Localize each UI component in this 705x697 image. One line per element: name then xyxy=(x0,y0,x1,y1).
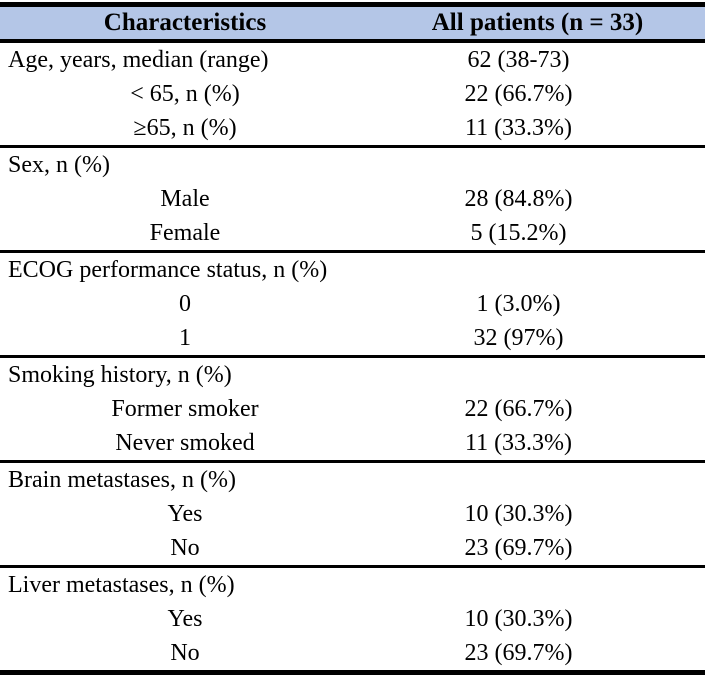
row-value: 1 (3.0%) xyxy=(476,291,561,317)
characteristics-table: Characteristics All patients (n = 33) Ag… xyxy=(0,2,705,675)
table-row: Never smoked 11 (33.3%) xyxy=(0,426,705,460)
row-value: 11 (33.3%) xyxy=(464,430,573,456)
table-section: Smoking history, n (%) Former smoker 22 (6… xyxy=(0,358,705,463)
table-section: Liver metastases, n (%) Yes 10 (30.3%) No 23… xyxy=(0,568,705,670)
row-value: 28 (84.8%) xyxy=(464,186,573,212)
table-section: Brain metastases, n (%) Yes 10 (30.3%) No 23… xyxy=(0,463,705,568)
table-row: Sex, n (%) xyxy=(0,148,705,182)
row-value xyxy=(370,148,705,182)
table-row: 1 32 (97%) xyxy=(0,321,705,355)
row-label: Sex, n (%) xyxy=(8,152,110,178)
row-label: No xyxy=(170,640,200,666)
row-label: Smoking history, n (%) xyxy=(8,362,232,388)
row-value xyxy=(370,463,705,497)
row-label: Yes xyxy=(167,501,203,527)
table-row: ECOG performance status, n (%) xyxy=(0,253,705,287)
table-bottom-border xyxy=(0,670,705,675)
row-value: 5 (15.2%) xyxy=(470,220,567,246)
row-value xyxy=(370,568,705,602)
table-section: Sex, n (%) Male 28 (84.8%) Female 5 (15.2%) xyxy=(0,148,705,253)
row-label: < 65, n (%) xyxy=(130,81,240,107)
table-row: Age, years, median (range) 62 (38-73) xyxy=(0,43,705,77)
row-value: 22 (66.7%) xyxy=(464,81,573,107)
row-value: 10 (30.3%) xyxy=(464,501,573,527)
table-row: ≥65, n (%) 11 (33.3%) xyxy=(0,111,705,145)
table-row: Smoking history, n (%) xyxy=(0,358,705,392)
row-label: Female xyxy=(149,220,221,246)
row-value: 23 (69.7%) xyxy=(464,535,573,561)
row-label: 0 xyxy=(179,291,191,317)
row-value: 11 (33.3%) xyxy=(464,115,573,141)
table-top-border xyxy=(0,2,705,7)
header-characteristics: Characteristics xyxy=(103,9,267,36)
row-label: Brain metastases, n (%) xyxy=(8,467,236,493)
table-row: No 23 (69.7%) xyxy=(0,636,705,670)
table-row: Male 28 (84.8%) xyxy=(0,182,705,216)
table-body: Age, years, median (range) 62 (38-73) < 65… xyxy=(0,43,705,670)
table-row: Yes 10 (30.3%) xyxy=(0,497,705,531)
row-label: ≥65, n (%) xyxy=(133,115,237,141)
row-value xyxy=(370,358,705,392)
table-row: Female 5 (15.2%) xyxy=(0,216,705,250)
row-label: Male xyxy=(160,186,210,212)
row-value: 32 (97%) xyxy=(473,325,564,351)
row-value: 22 (66.7%) xyxy=(464,396,573,422)
table-header-row: Characteristics All patients (n = 33) xyxy=(0,7,705,43)
table-row: < 65, n (%) 22 (66.7%) xyxy=(0,77,705,111)
row-label: No xyxy=(170,535,200,561)
table-row: 0 1 (3.0%) xyxy=(0,287,705,321)
row-value: 23 (69.7%) xyxy=(464,640,573,666)
row-value: 62 (38-73) xyxy=(467,47,570,73)
table-section: ECOG performance status, n (%) 0 1 (3.0%) 1… xyxy=(0,253,705,358)
table-row: Yes 10 (30.3%) xyxy=(0,602,705,636)
row-label: Age, years, median (range) xyxy=(8,47,269,73)
table-section: Age, years, median (range) 62 (38-73) < 65… xyxy=(0,43,705,148)
row-label: Yes xyxy=(167,606,203,632)
row-value: 10 (30.3%) xyxy=(464,606,573,632)
row-label: Never smoked xyxy=(115,430,255,456)
table-row: Liver metastases, n (%) xyxy=(0,568,705,602)
table-row: Former smoker 22 (66.7%) xyxy=(0,392,705,426)
row-label: ECOG performance status, n (%) xyxy=(8,257,328,283)
row-label: Liver metastases, n (%) xyxy=(8,572,235,598)
row-value xyxy=(370,253,705,287)
header-all-patients: All patients (n = 33) xyxy=(431,9,644,36)
table-row: No 23 (69.7%) xyxy=(0,531,705,565)
table-row: Brain metastases, n (%) xyxy=(0,463,705,497)
row-label: 1 xyxy=(179,325,191,351)
row-label: Former smoker xyxy=(111,396,259,422)
